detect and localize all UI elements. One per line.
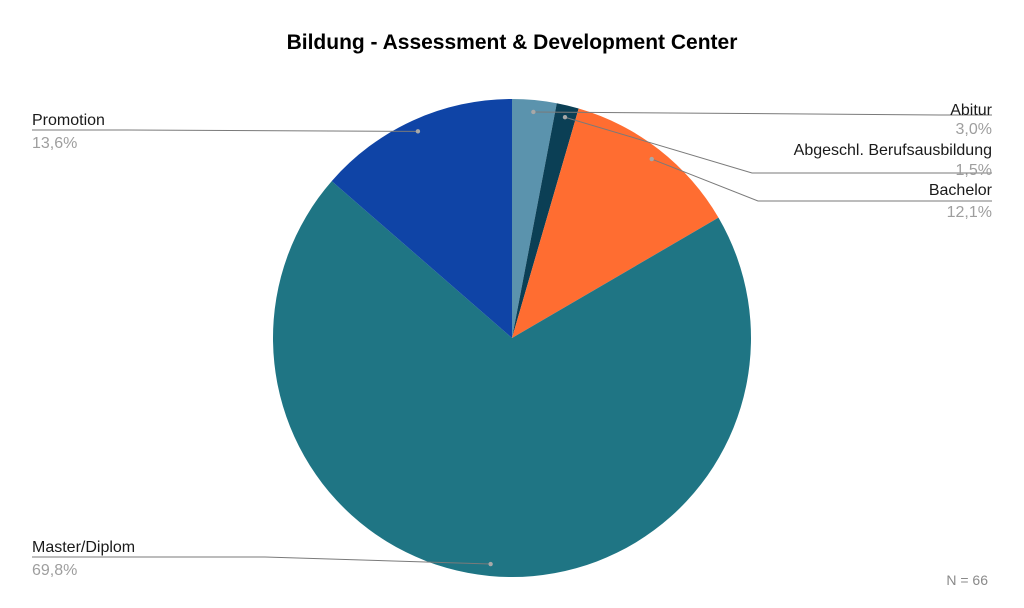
- pie-slice-abitur: [512, 99, 557, 338]
- leader-dot-promotion: [415, 129, 421, 134]
- slice-value-promotion: 13,6%: [32, 135, 77, 152]
- pie-slice-abgeschl-berufsausbildung: [512, 103, 579, 339]
- slice-label-master-diplom: Master/Diplom: [32, 539, 135, 556]
- leader-line-abitur: [533, 111, 992, 116]
- leader-dot-master-diplom: [488, 561, 493, 567]
- leader-line-abgeschl-berufsausbildung: [564, 116, 992, 174]
- leader-line-promotion: [32, 129, 418, 132]
- slice-label-bachelor: Bachelor: [929, 182, 993, 199]
- slice-label-abgeschl-berufsausbildung: Abgeschl. Berufsausbildung: [794, 142, 992, 159]
- pie-slices: [272, 99, 751, 578]
- slice-value-bachelor: 12,1%: [947, 204, 992, 221]
- pie-slice-master-diplom: [272, 181, 751, 578]
- pie-slice-promotion: [331, 99, 512, 338]
- slice-value-abitur: 3,0%: [956, 121, 992, 138]
- label-group-abgeschl-berufsausbildung: Abgeschl. Berufsausbildung 1,5%: [562, 115, 992, 179]
- leader-dot-abgeschl-berufsausbildung: [562, 115, 568, 120]
- label-group-master-diplom: Master/Diplom 69,8%: [32, 539, 493, 579]
- pie-slice-bachelor: [512, 108, 719, 338]
- slice-value-master-diplom: 69,8%: [32, 562, 77, 579]
- label-group-promotion: Promotion 13,6%: [32, 112, 421, 152]
- slice-value-abgeschl-berufsausbildung: 1,5%: [956, 162, 992, 179]
- leader-dot-bachelor: [649, 156, 654, 162]
- label-group-bachelor: Bachelor 12,1%: [649, 156, 993, 221]
- leader-dot-abitur: [531, 109, 536, 115]
- leader-line-bachelor: [651, 158, 992, 202]
- chart-title: Bildung - Assessment & Development Cente…: [287, 31, 738, 54]
- slice-label-abitur: Abitur: [950, 102, 992, 119]
- label-group-abitur: Abitur 3,0%: [531, 102, 993, 138]
- leader-line-master-diplom: [32, 556, 491, 565]
- sample-size-note: N = 66: [946, 572, 988, 588]
- slice-label-promotion: Promotion: [32, 112, 105, 129]
- slice-labels: Abitur 3,0% Abgeschl. Berufsausbildung 1,5%…: [32, 102, 993, 579]
